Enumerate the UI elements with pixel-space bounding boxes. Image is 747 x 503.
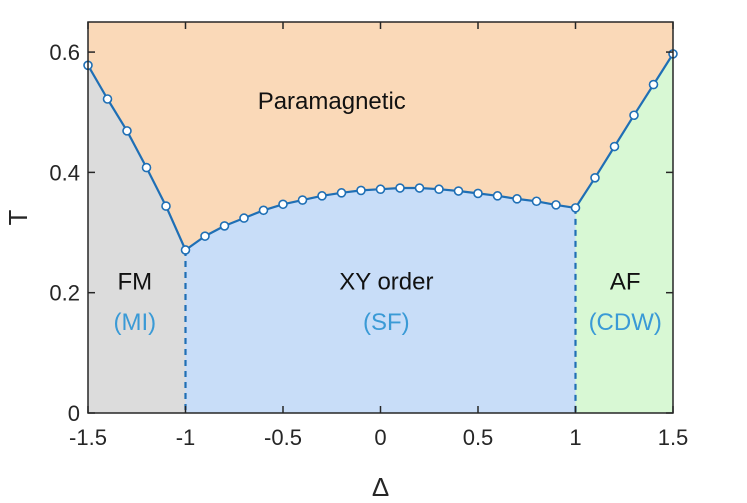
data-point-13	[336, 188, 347, 198]
y-tick-label-3: 0.6	[49, 40, 80, 65]
phase-regions	[88, 22, 673, 414]
data-point-11	[297, 195, 308, 205]
data-point-17	[414, 183, 425, 193]
y-tick-label-1: 0.2	[49, 281, 80, 306]
region-label-xy: XY order	[339, 269, 433, 296]
transition-series	[83, 49, 678, 255]
region-xy	[185, 188, 576, 413]
data-point-23	[531, 196, 542, 207]
data-point-5	[180, 245, 191, 255]
region-label-fm: FM	[117, 269, 152, 296]
data-point-20	[473, 188, 483, 199]
data-point-2	[122, 126, 132, 136]
region-af	[575, 53, 673, 414]
y-tick-label-0: 0	[68, 401, 80, 426]
data-point-12	[317, 191, 327, 201]
x-tick-label-1: -1	[176, 425, 196, 450]
x-tick-label-3: 0	[374, 425, 386, 450]
data-point-9	[258, 205, 269, 216]
axes: -1.5 -1 -0.5 0 0.5 1 1.5 0 0.2 0.4 0.6	[49, 21, 689, 450]
data-point-26	[590, 172, 600, 183]
data-point-22	[512, 194, 522, 204]
x-tick-label-2: -0.5	[264, 425, 302, 450]
x-tick-label-0: -1.5	[69, 425, 107, 450]
phase-boundaries	[184, 207, 577, 413]
data-point-29	[648, 79, 659, 90]
data-point-28	[629, 110, 639, 121]
x-axis-label: Δ	[372, 472, 389, 502]
data-point-15	[375, 184, 386, 195]
data-point-21	[492, 191, 503, 201]
y-tick-label-2: 0.4	[49, 160, 80, 185]
region-label-paramagnetic: Paramagnetic	[258, 88, 406, 115]
data-point-27	[609, 141, 620, 152]
data-point-16	[395, 183, 405, 193]
y-axis-label: T	[3, 209, 33, 225]
data-point-3	[141, 162, 152, 173]
region-fm	[88, 65, 186, 414]
region-sublabel-af: (CDW)	[589, 309, 662, 336]
data-point-14	[356, 185, 366, 196]
data-point-6	[200, 231, 210, 241]
data-point-19	[453, 186, 464, 196]
x-tick-label-5: 1	[569, 425, 581, 450]
data-point-24	[551, 200, 561, 210]
region-labels: Paramagnetic FM (MI) XY order (SF) AF (C…	[113, 88, 661, 336]
data-point-7	[219, 221, 230, 231]
region-label-af: AF	[610, 269, 641, 296]
data-point-8	[239, 213, 249, 223]
x-tick-label-6: 1.5	[658, 425, 689, 450]
x-tick-label-4: 0.5	[463, 425, 494, 450]
data-point-10	[278, 199, 288, 210]
data-point-4	[161, 201, 171, 211]
region-sublabel-fm: (MI)	[113, 309, 156, 336]
data-point-25	[570, 203, 581, 213]
region-sublabel-xy: (SF)	[363, 309, 410, 336]
data-point-1	[102, 94, 113, 104]
data-point-18	[434, 184, 444, 195]
